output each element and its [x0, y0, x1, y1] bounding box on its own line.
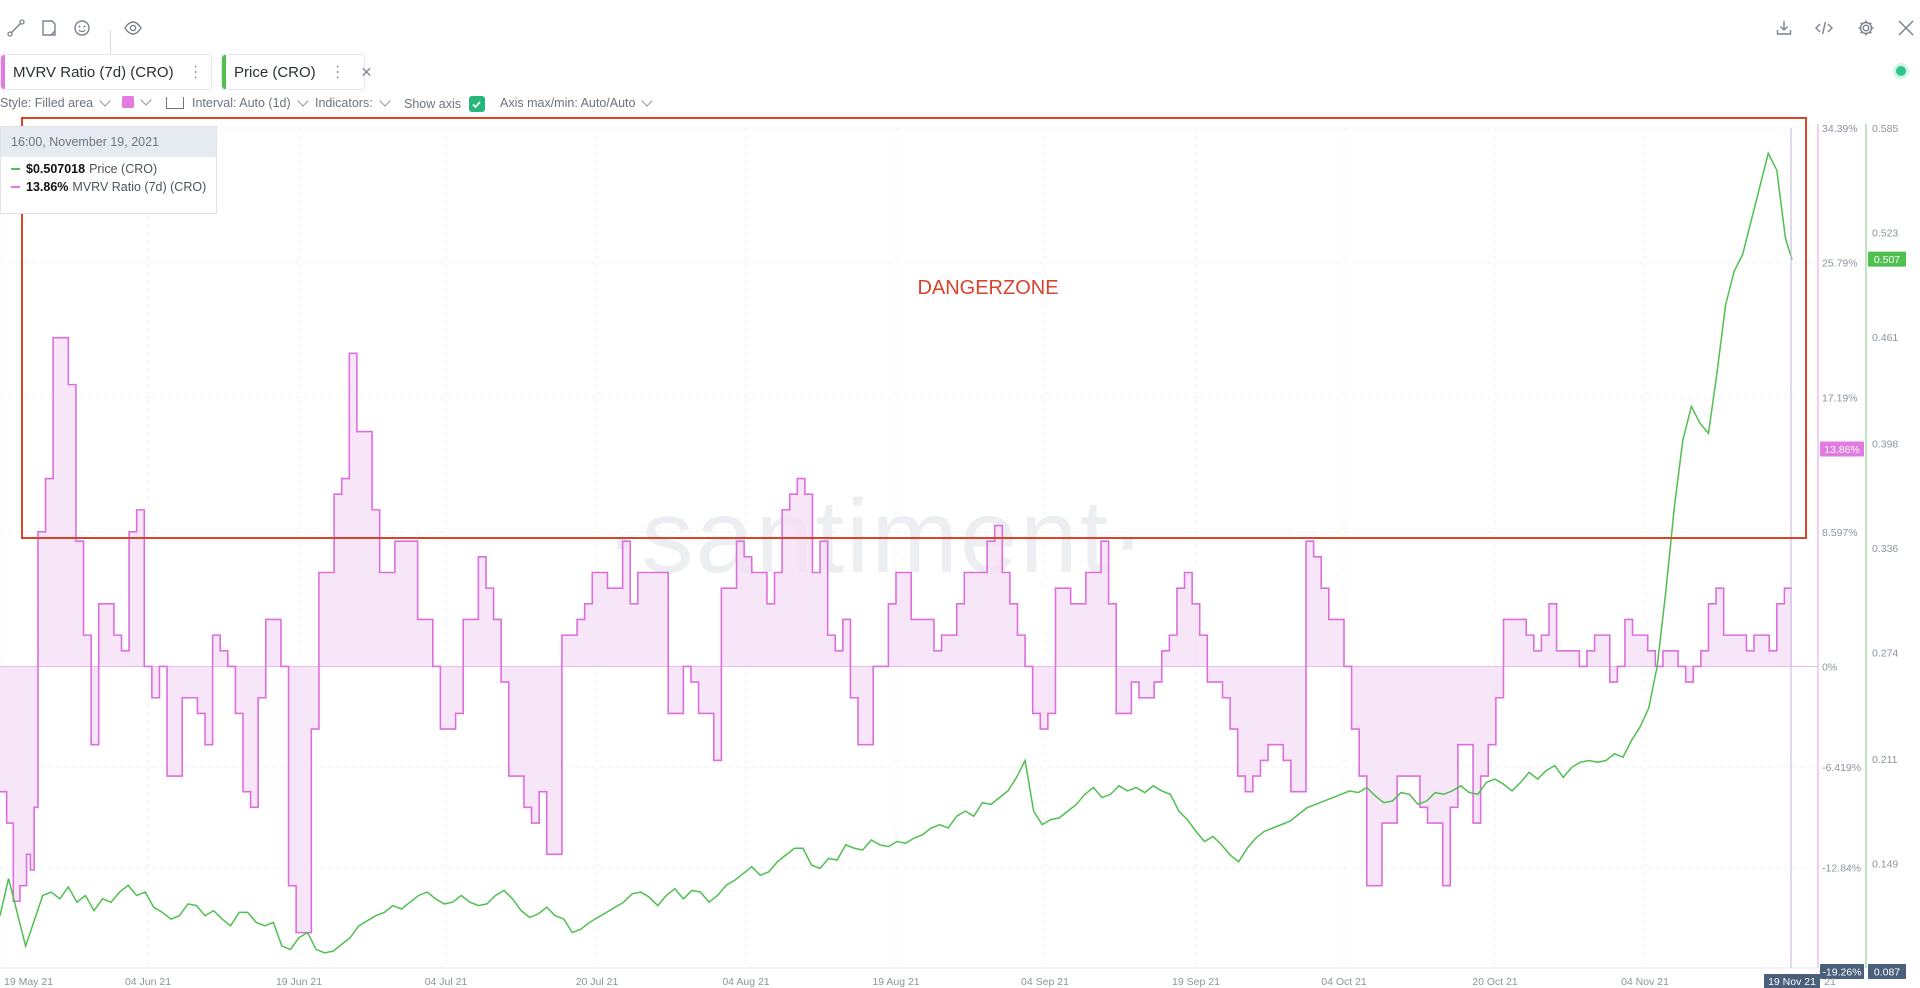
axis-minmax-dropdown[interactable]: Axis max/min: Auto/Auto	[500, 95, 654, 110]
interval-dropdown[interactable]: Interval: Auto (1d)	[166, 95, 309, 110]
price-min-badge-bg	[1868, 964, 1906, 979]
metric-color-bar	[1, 55, 5, 89]
mvrv-min-badge-bg	[1820, 964, 1864, 979]
color-swatch-icon	[122, 96, 134, 108]
tooltip-price-label: Price (CRO)	[89, 162, 158, 176]
x-axis-tick-label: 21	[1824, 976, 1836, 988]
price-axis-tick-label: 0.211	[1872, 754, 1898, 766]
mvrv-axis-tick-label: 8.597%	[1822, 527, 1858, 539]
mvrv-current-badge: 13.86%	[1824, 444, 1860, 456]
dangerzone-label: DANGERZONE	[917, 277, 1058, 299]
eye-icon[interactable]	[119, 14, 147, 42]
more-options-icon[interactable]: ⋮	[329, 64, 346, 81]
mvrv-axis-tick-label: -12.84%	[1822, 862, 1861, 874]
mvrv-axis-tick-label: 25.79%	[1822, 258, 1858, 270]
x-axis-highlight-label: 19 Nov 21	[1768, 976, 1816, 988]
x-axis-tick-label: 19 Aug 21	[872, 976, 919, 988]
embed-code-icon[interactable]	[1810, 14, 1838, 42]
price-axis-tick-label: 0.336	[1872, 543, 1898, 555]
metric-label: MVRV Ratio (7d) (CRO)	[13, 63, 174, 81]
x-axis-tick-label: 04 Sep 21	[1021, 976, 1069, 988]
emoji-icon[interactable]	[68, 14, 96, 42]
indicators-label: Indicators:	[315, 96, 373, 110]
mvrv-axis-tick-label: 34.39%	[1822, 123, 1858, 135]
price-axis-tick-label: 0.585	[1872, 123, 1898, 135]
legend-line-icon	[11, 186, 20, 188]
x-axis-tick-label: 20 Oct 21	[1472, 976, 1518, 988]
toolbar-divider	[110, 30, 111, 56]
x-axis-tick-label: 04 Aug 21	[722, 976, 769, 988]
mvrv-area-fill	[0, 337, 1792, 933]
mvrv-min-badge: -19.26%	[1822, 967, 1861, 979]
mvrv-axis-tick-label: 0%	[1822, 661, 1837, 673]
indicators-dropdown[interactable]: Indicators:	[315, 95, 391, 110]
price-current-badge: 0.507	[1874, 254, 1900, 266]
download-icon[interactable]	[1770, 14, 1798, 42]
tooltip-mvrv-value: 13.86%	[26, 180, 69, 194]
gear-icon[interactable]	[1852, 14, 1880, 42]
mvrv-axis-tick-label: -6.419%	[1822, 762, 1861, 774]
toolbar	[0, 14, 1920, 56]
x-axis-tick-label: 04 Nov 21	[1621, 976, 1669, 988]
x-axis-tick-label: 04 Oct 21	[1321, 976, 1367, 988]
tooltip-price-row: $0.507018 Price (CRO)	[1, 160, 216, 178]
x-axis-tick-label: 04 Jul 21	[425, 976, 468, 988]
checkbox-checked-icon[interactable]	[468, 96, 485, 112]
chevron-down-icon	[379, 95, 391, 107]
tooltip-mvrv-row: 13.86% MVRV Ratio (7d) (CRO)	[1, 178, 216, 196]
chevron-down-icon	[297, 95, 309, 107]
style-dropdown[interactable]: Style: Filled area	[0, 95, 111, 110]
metric-label: Price (CRO)	[234, 63, 316, 81]
live-status-dot	[1896, 66, 1906, 76]
legend-line-icon	[11, 168, 20, 170]
dangerzone-box	[21, 117, 1807, 539]
price-axis-tick-label: 0.461	[1872, 332, 1898, 344]
style-label: Style: Filled area	[0, 96, 94, 110]
axis-minmax-label: Axis max/min: Auto/Auto	[500, 96, 636, 110]
show-axis-toggle[interactable]: Show axis	[404, 96, 485, 112]
x-axis-tick-label: 19 Sep 21	[1172, 976, 1220, 988]
ruler-icon	[166, 97, 184, 109]
price-current-badge-bg	[1868, 251, 1906, 267]
price-min-badge: 0.087	[1874, 967, 1900, 979]
metric-chip-mvrv[interactable]: MVRV Ratio (7d) (CRO) ⋮ ✕	[0, 54, 230, 90]
chevron-down-icon	[99, 95, 111, 107]
x-axis-tick-label: 19 Jun 21	[276, 976, 322, 988]
metric-chip-price[interactable]: Price (CRO) ⋮ ✕	[221, 54, 372, 90]
tooltip-price-value: $0.507018	[26, 162, 86, 176]
mvrv-current-badge-bg	[1820, 441, 1864, 457]
chevron-down-icon	[140, 94, 152, 106]
price-axis-tick-label: 0.398	[1872, 438, 1898, 450]
price-axis-tick-label: 0.523	[1872, 228, 1898, 240]
metric-color-bar	[222, 55, 226, 89]
note-icon[interactable]	[35, 14, 63, 42]
remove-metric-icon[interactable]: ✕	[360, 63, 373, 80]
price-axis-tick-label: 0.149	[1872, 858, 1898, 870]
chevron-down-icon	[641, 95, 654, 107]
interval-label: Interval: Auto (1d)	[192, 96, 291, 110]
tooltip-mvrv-label: MVRV Ratio (7d) (CRO)	[72, 180, 207, 194]
mvrv-series-line	[0, 336, 1792, 934]
price-series-line	[0, 151, 1793, 954]
show-axis-label: Show axis	[404, 97, 461, 111]
more-options-icon[interactable]: ⋮	[187, 64, 204, 81]
x-axis-highlight-bg	[1764, 974, 1820, 988]
x-axis-tick-label: 19 May 21	[4, 976, 53, 988]
line-draw-icon[interactable]	[2, 14, 30, 42]
close-icon[interactable]	[1892, 14, 1920, 42]
mvrv-axis-tick-label: 17.19%	[1822, 392, 1858, 404]
hover-tooltip: 16:00, November 19, 2021 $0.507018 Price…	[0, 126, 217, 214]
tooltip-date: 16:00, November 19, 2021	[1, 127, 216, 157]
color-picker[interactable]	[122, 94, 152, 108]
price-axis-tick-label: 0.274	[1872, 648, 1898, 660]
x-axis-tick-label: 04 Jun 21	[125, 976, 171, 988]
x-axis-tick-label: 20 Jul 21	[576, 976, 619, 988]
